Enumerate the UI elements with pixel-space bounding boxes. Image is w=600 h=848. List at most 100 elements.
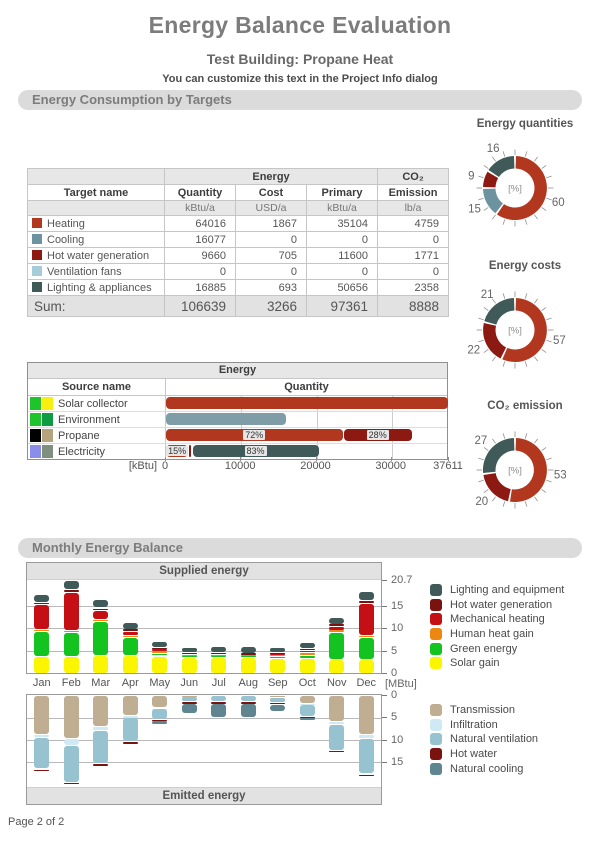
axis-tick bbox=[240, 457, 242, 461]
donut-tick bbox=[502, 151, 506, 157]
donut-value-label: 60 bbox=[552, 197, 565, 209]
section-header-consumption: Energy Consumption by Targets bbox=[18, 90, 582, 110]
target-color-swatch bbox=[32, 281, 42, 292]
axis-tick bbox=[315, 457, 317, 461]
bar-segment bbox=[299, 653, 315, 655]
bar-segment bbox=[329, 750, 345, 753]
bar-segment bbox=[93, 600, 109, 608]
source-bar-segment: 72% bbox=[166, 429, 343, 441]
donut-segment bbox=[484, 298, 515, 325]
target-value-cell: 2358 bbox=[377, 279, 450, 296]
bar-segment bbox=[181, 655, 197, 658]
page-note: You can customize this text in the Proje… bbox=[162, 73, 438, 85]
axis-tick bbox=[382, 717, 387, 719]
donut-chart: CO₂ emission 53 20 27 [%] bbox=[450, 398, 600, 531]
percent-label: 28% bbox=[366, 430, 389, 440]
donut-value-label: 21 bbox=[481, 289, 494, 301]
source-axis-unit: [kBtu] bbox=[128, 460, 157, 472]
bar-segment bbox=[358, 592, 374, 600]
bar-segment bbox=[211, 702, 227, 704]
bar-segment bbox=[358, 603, 374, 636]
month-label: Jun bbox=[180, 677, 199, 689]
section-header-monthly: Monthly Energy Balance bbox=[18, 538, 582, 558]
donut-tick bbox=[541, 349, 547, 353]
page-footer: Page 2 of 2 bbox=[8, 816, 65, 828]
donut-tick bbox=[478, 457, 484, 461]
axis-tick-label: 15 bbox=[391, 756, 404, 769]
legend-swatch bbox=[430, 642, 442, 655]
donut-tick bbox=[492, 214, 496, 220]
bar-segment bbox=[63, 739, 79, 745]
bar-segment bbox=[63, 590, 79, 592]
bar-segment bbox=[122, 716, 138, 718]
donut-tick bbox=[546, 479, 552, 483]
bar-segment bbox=[240, 658, 256, 673]
bar-segment bbox=[152, 719, 168, 722]
bar-segment bbox=[122, 635, 138, 637]
donut-svg: 57 22 21 [%] bbox=[467, 289, 566, 369]
source-name: Environment bbox=[58, 413, 120, 426]
bar-segment bbox=[152, 649, 168, 651]
donut-value-label: 9 bbox=[468, 170, 474, 182]
bar-segment bbox=[93, 608, 109, 611]
target-row: Hot water generation 9660 705 11600 1771 bbox=[27, 247, 450, 264]
donut-svg: 53 20 27 [%] bbox=[475, 431, 567, 509]
bar-segment bbox=[299, 655, 315, 658]
legend-item: Transmission bbox=[430, 703, 538, 718]
bar-segment bbox=[270, 654, 286, 657]
axis-tick-label: 10 bbox=[391, 622, 404, 634]
source-axis: [kBtu] 0 10000 20000 30000 37611 bbox=[27, 457, 467, 473]
source-swatch bbox=[30, 429, 41, 442]
month-label: Jan bbox=[32, 677, 51, 689]
legend-swatch bbox=[430, 704, 442, 717]
gridline bbox=[27, 739, 381, 741]
month-label: Sep bbox=[267, 677, 288, 689]
month-label: Aug bbox=[238, 677, 259, 689]
source-bar-segment bbox=[166, 397, 448, 409]
bar-segment bbox=[152, 642, 168, 648]
bar-segment bbox=[329, 632, 345, 659]
legend-swatch bbox=[430, 657, 442, 670]
bar-segment bbox=[299, 650, 315, 653]
group-header-row: Energy CO₂ bbox=[27, 168, 450, 185]
target-name-cell: Heating bbox=[27, 215, 165, 232]
bar-segment bbox=[270, 656, 286, 659]
bar-segment bbox=[211, 695, 227, 702]
donut-value-label: 57 bbox=[553, 335, 566, 347]
donut-value-label: 27 bbox=[475, 435, 488, 447]
target-value-cell: 0 bbox=[235, 263, 307, 280]
bar-segment bbox=[329, 725, 345, 750]
bar-segment bbox=[93, 726, 109, 731]
axis-tick-label: 10000 bbox=[224, 460, 256, 472]
legend-swatch bbox=[430, 584, 442, 597]
bar-segment bbox=[181, 652, 197, 655]
bar-segment bbox=[34, 695, 50, 734]
donut-tick bbox=[478, 175, 484, 179]
supplied-legend: Lighting and equipment Hot water generati… bbox=[430, 583, 564, 671]
month-label: Apr bbox=[121, 677, 139, 689]
source-bar-segment: 83% bbox=[192, 445, 319, 457]
monthly-balance: Supplied energy Jan Feb Mar Apr May Jun Jul Aug… bbox=[0, 553, 600, 823]
donut-center-label: [%] bbox=[508, 184, 522, 195]
axis-tick-label: 0 bbox=[391, 666, 398, 679]
bar-segment bbox=[211, 652, 227, 655]
bar-segment bbox=[329, 617, 345, 624]
legend-swatch bbox=[430, 748, 442, 761]
bar-segment bbox=[329, 722, 345, 724]
source-name-cell: Propane bbox=[28, 428, 166, 443]
target-name-cell: Ventilation fans bbox=[27, 263, 165, 280]
donut-tick bbox=[502, 219, 506, 225]
donut-tick bbox=[541, 307, 547, 311]
month-label: Mar bbox=[91, 677, 111, 689]
source-bar-segment: 28% bbox=[343, 429, 412, 441]
target-value-cell: 11600 bbox=[305, 247, 379, 264]
donut-title: CO₂ emission bbox=[487, 400, 563, 412]
source-bar: 15% 83% bbox=[166, 444, 447, 459]
targets-table-foot: Sum: 106639 3266 97361 8888 bbox=[27, 295, 450, 317]
donut-tick bbox=[492, 438, 496, 444]
bar-segment bbox=[34, 629, 50, 632]
group-header-co2: CO₂ bbox=[377, 168, 450, 185]
donut-tick bbox=[502, 501, 506, 507]
legend-label: Mechanical heating bbox=[450, 613, 545, 626]
axis-tick bbox=[382, 580, 387, 581]
